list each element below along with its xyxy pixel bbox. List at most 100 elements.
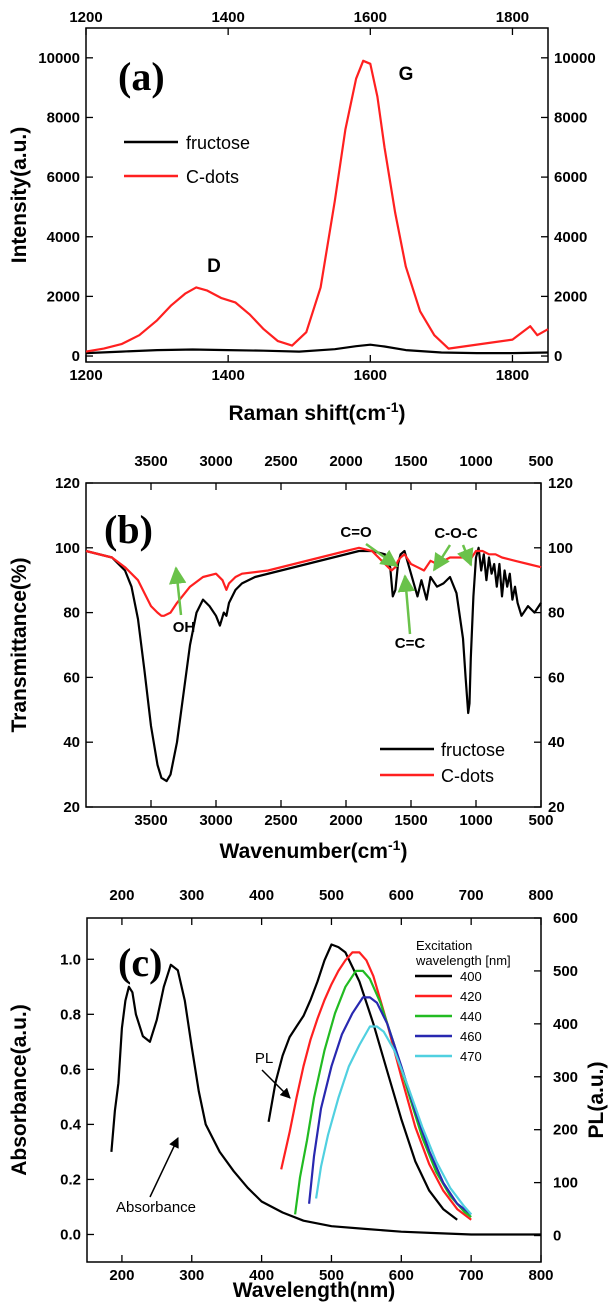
right-tick-label: 80 [548, 605, 565, 622]
panel-b: 3500 3000 2500 2000 1500 1000 500 3500 3000 2500 2… [8, 453, 573, 863]
right-tick-label: 20 [548, 799, 565, 816]
right-tick-label: 0 [554, 348, 562, 365]
x-axis-title-main: Wavenumber(cm [220, 840, 388, 863]
series-line-2 [280, 951, 472, 1221]
y-tick-label: 0.4 [60, 1116, 82, 1133]
panel-a: 1200 1400 1600 1800 1200 1400 1600 1800 0 0 2000 20… [8, 9, 596, 425]
x-tick-label: 500 [319, 1267, 344, 1284]
x-axis-title: Raman shift(cm-1) [229, 399, 406, 425]
right-tick-label: 600 [553, 910, 578, 927]
x-tick-label: 1000 [459, 812, 492, 829]
top-tick-label: 200 [109, 887, 134, 904]
legend-title-1: Excitation [416, 938, 472, 953]
arrow-pl [261, 1069, 291, 1099]
x-axis-title-end: ) [398, 402, 405, 425]
series-line-4 [308, 996, 472, 1216]
series-line-0 [110, 963, 541, 1236]
y-tick-label: 0 [72, 348, 80, 365]
top-tick-label: 400 [249, 887, 274, 904]
legend-title-2: wavelength [nm] [415, 953, 511, 968]
x-tick-label: 300 [179, 1267, 204, 1284]
right-tick-label: 200 [553, 1122, 578, 1139]
y-tick-label: 40 [63, 734, 80, 751]
y-tick-label: 60 [63, 669, 80, 686]
right-tick-label: 10000 [554, 50, 596, 67]
arrow-coc-2 [457, 544, 474, 567]
top-tick-label: 1200 [69, 9, 102, 26]
panel-tag: (a) [118, 54, 165, 99]
annotation-pl: PL [255, 1050, 273, 1067]
top-tick-label: 1800 [496, 9, 529, 26]
top-tick-label: 3500 [134, 453, 167, 470]
x-tick-label: 1800 [496, 367, 529, 384]
x-axis-title-sup: -1 [388, 837, 401, 853]
x-tick-label: 1500 [394, 812, 427, 829]
series-line-1 [85, 59, 549, 353]
x-tick-label: 1200 [69, 367, 102, 384]
series-line-0 [85, 343, 549, 355]
x-tick-label: 800 [528, 1267, 553, 1284]
x-tick-label: 600 [389, 1267, 414, 1284]
legend-label-420: 420 [460, 989, 482, 1004]
y-tick-label: 10000 [38, 50, 80, 67]
right-tick-label: 300 [553, 1069, 578, 1086]
top-tick-label: 2000 [329, 453, 362, 470]
y-tick-label: 1.0 [60, 951, 81, 968]
top-tick-label: 300 [179, 887, 204, 904]
annotation-oh: OH [173, 619, 196, 636]
x-axis-title-main: Raman shift(cm [229, 402, 387, 425]
y-tick-label: 2000 [47, 288, 80, 305]
x-tick-label: 3500 [134, 812, 167, 829]
top-tick-label: 600 [389, 887, 414, 904]
right-tick-label: 0 [553, 1228, 561, 1245]
series-line-0 [85, 546, 542, 783]
legend-label-fructose: fructose [441, 740, 505, 760]
legend-label-cdots: C-dots [441, 766, 494, 786]
legend-label-cdots: C-dots [186, 167, 239, 187]
right-tick-label: 100 [553, 1175, 578, 1192]
y-tick-label: 80 [63, 605, 80, 622]
y-tick-label: 120 [55, 475, 80, 492]
peak-label-d: D [207, 256, 221, 277]
x-tick-label: 2500 [264, 812, 297, 829]
y-tick-label: 8000 [47, 109, 80, 126]
x-axis-title-end: ) [400, 840, 407, 863]
y-tick-label: 0.6 [60, 1061, 81, 1078]
x-axis-title: Wavenumber(cm-1) [220, 837, 408, 863]
legend-label-440: 440 [460, 1009, 482, 1024]
top-tick-label: 2500 [264, 453, 297, 470]
right-tick-label: 60 [548, 669, 565, 686]
x-tick-label: 700 [459, 1267, 484, 1284]
right-tick-label: 2000 [554, 288, 587, 305]
arrow-oh [168, 566, 187, 616]
annotation-cc: C=C [395, 635, 426, 652]
top-tick-label: 500 [319, 887, 344, 904]
top-tick-label: 500 [528, 453, 553, 470]
x-tick-label: 200 [109, 1267, 134, 1284]
arrow-co [365, 542, 399, 568]
right-tick-label: 120 [548, 475, 573, 492]
legend-label-400: 400 [460, 969, 482, 984]
x-tick-label: 1400 [211, 367, 244, 384]
series-line-5 [315, 1025, 473, 1216]
y-tick-label: 6000 [47, 169, 80, 186]
annotation-absorbance: Absorbance [116, 1199, 196, 1216]
y-axis-title: Absorbance(a.u.) [8, 1004, 31, 1176]
plot-frame [86, 917, 542, 1263]
annotation-coc: C-O-C [434, 525, 477, 542]
y-tick-label: 4000 [47, 229, 80, 246]
arrow-cc [397, 574, 416, 635]
top-tick-label: 1400 [211, 9, 244, 26]
plot-frame [85, 482, 542, 808]
x-tick-label: 400 [249, 1267, 274, 1284]
x-tick-label: 2000 [329, 812, 362, 829]
panel-c: 200 300 400 500 600 700 800 200 300 400 500 600 700 8… [8, 887, 608, 1302]
x-axis-title: Wavelength(nm) [233, 1279, 396, 1302]
series-line-1 [267, 943, 458, 1221]
legend-label-470: 470 [460, 1049, 482, 1064]
right-tick-label: 100 [548, 540, 573, 557]
top-tick-label: 1500 [394, 453, 427, 470]
y-tick-label: 100 [55, 540, 80, 557]
arrow-coc-1 [432, 544, 452, 572]
